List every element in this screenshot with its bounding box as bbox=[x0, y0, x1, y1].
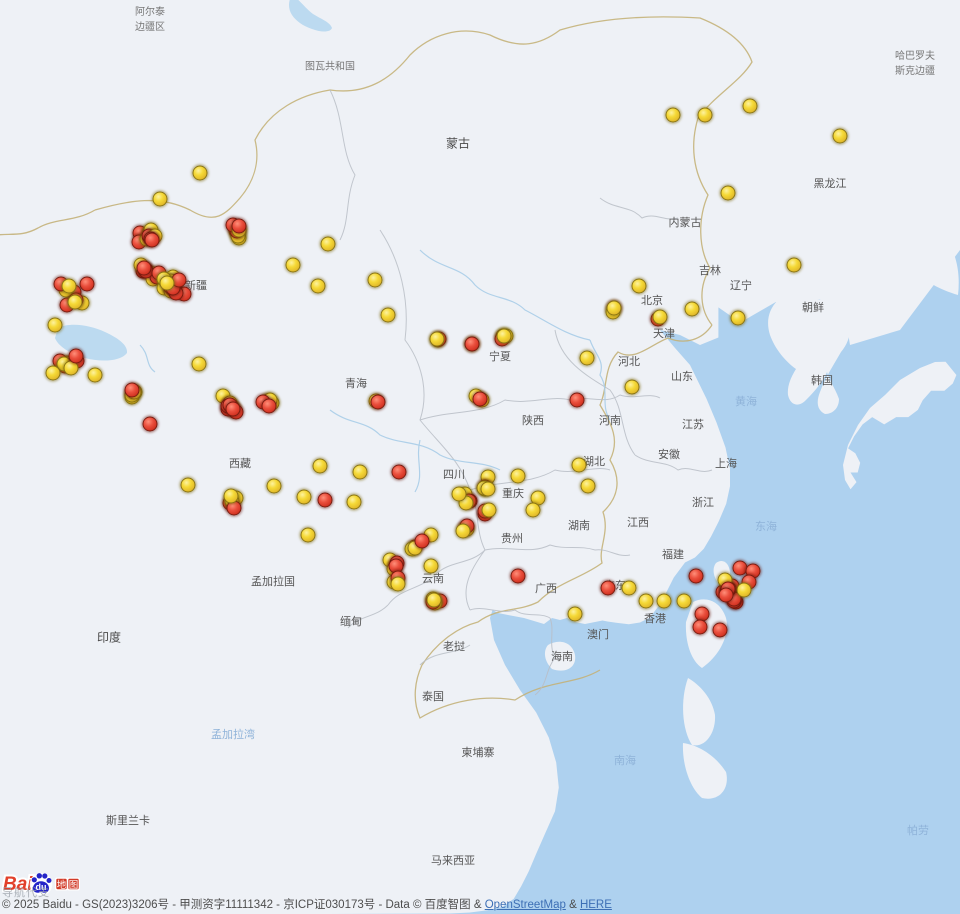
svg-text:图: 图 bbox=[69, 880, 79, 891]
svg-text:地: 地 bbox=[57, 879, 67, 891]
